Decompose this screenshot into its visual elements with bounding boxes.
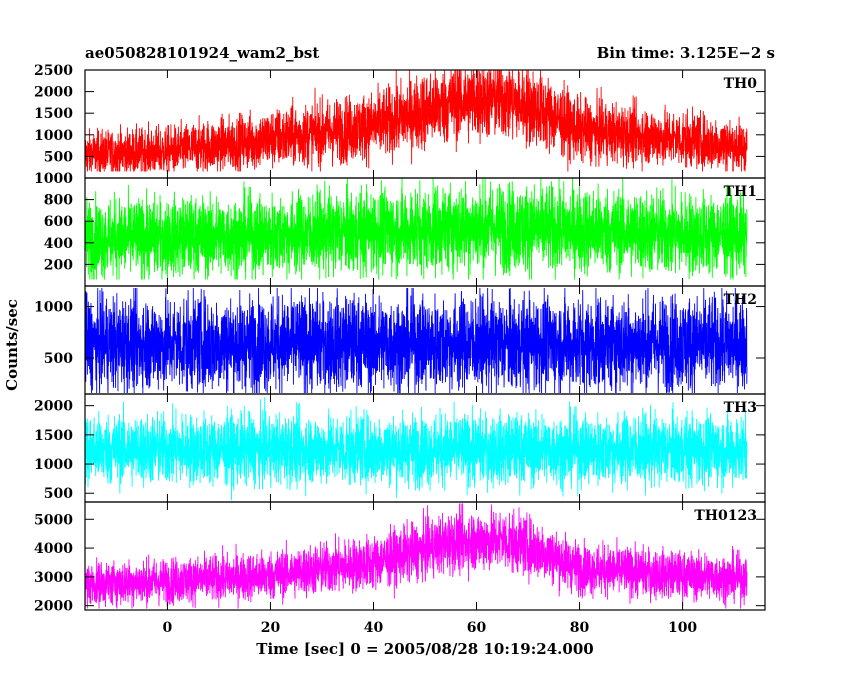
x-tick-label: 100 <box>668 620 697 636</box>
y-tick-label: 5000 <box>34 512 73 528</box>
x-tick-label: 60 <box>467 620 487 636</box>
panel-label: TH0123 <box>694 508 757 524</box>
y-tick-label: 500 <box>44 149 73 165</box>
series-line-th0123 <box>84 503 748 609</box>
chart-subtitle: Bin time: 3.125E−2 s <box>597 44 775 62</box>
panel-label: TH1 <box>724 184 757 200</box>
y-tick-label: 1000 <box>34 457 73 473</box>
panel-label: TH3 <box>724 400 757 416</box>
y-axis-label: Counts/sec <box>3 299 21 391</box>
panel-th0: TH0 500 1000 1500 2000 2500 <box>34 63 766 179</box>
panel-label: TH0 <box>724 76 758 92</box>
x-tick-labels: 0 20 40 60 80 100 <box>163 620 698 636</box>
y-tick-label: 500 <box>44 351 73 367</box>
y-tick-label: 2500 <box>34 63 73 79</box>
chart-panels: TH0 500 1000 1500 2000 2500 TH1 200 400 600 800 100… <box>34 63 766 615</box>
y-tick-label: 400 <box>44 236 73 252</box>
x-tick-label: 20 <box>261 620 281 636</box>
panel-frame <box>84 501 766 611</box>
y-tick-label: 1500 <box>34 106 73 122</box>
y-tick-label: 4000 <box>34 541 73 557</box>
panel-th1: TH1 200 400 600 800 1000 <box>34 171 766 287</box>
y-tick-label: 1000 <box>34 128 73 144</box>
series-line-th0 <box>84 69 748 172</box>
panel-th2: TH2 500 1000 <box>34 285 766 395</box>
y-tick-label: 2000 <box>34 85 73 101</box>
x-tick-label: 40 <box>364 620 384 636</box>
x-tick-label: 0 <box>163 620 173 636</box>
series-line-th2 <box>84 288 748 393</box>
series-line-th3 <box>84 397 748 501</box>
x-tick-label: 80 <box>570 620 590 636</box>
y-tick-label: 1500 <box>34 428 73 444</box>
y-tick-label: 2000 <box>34 399 73 415</box>
y-tick-label: 1000 <box>34 300 73 316</box>
y-tick-label: 3000 <box>34 570 73 586</box>
y-tick-label: 2000 <box>34 599 73 615</box>
y-tick-label: 1000 <box>34 171 73 187</box>
y-tick-label: 600 <box>44 214 73 230</box>
x-axis-label: Time [sec] 0 = 2005/08/28 10:19:24.000 <box>256 640 593 658</box>
y-tick-label: 200 <box>44 257 73 273</box>
panel-th0123: TH0123 2000 3000 4000 5000 <box>34 501 766 615</box>
chart-title: ae050828101924_wam2_bst <box>85 44 319 62</box>
y-tick-label: 500 <box>44 486 73 502</box>
panel-label: TH2 <box>724 292 757 308</box>
panel-th3: TH3 500 1000 1500 2000 <box>34 393 766 503</box>
y-tick-label: 800 <box>44 193 73 209</box>
series-line-th1 <box>84 177 748 280</box>
